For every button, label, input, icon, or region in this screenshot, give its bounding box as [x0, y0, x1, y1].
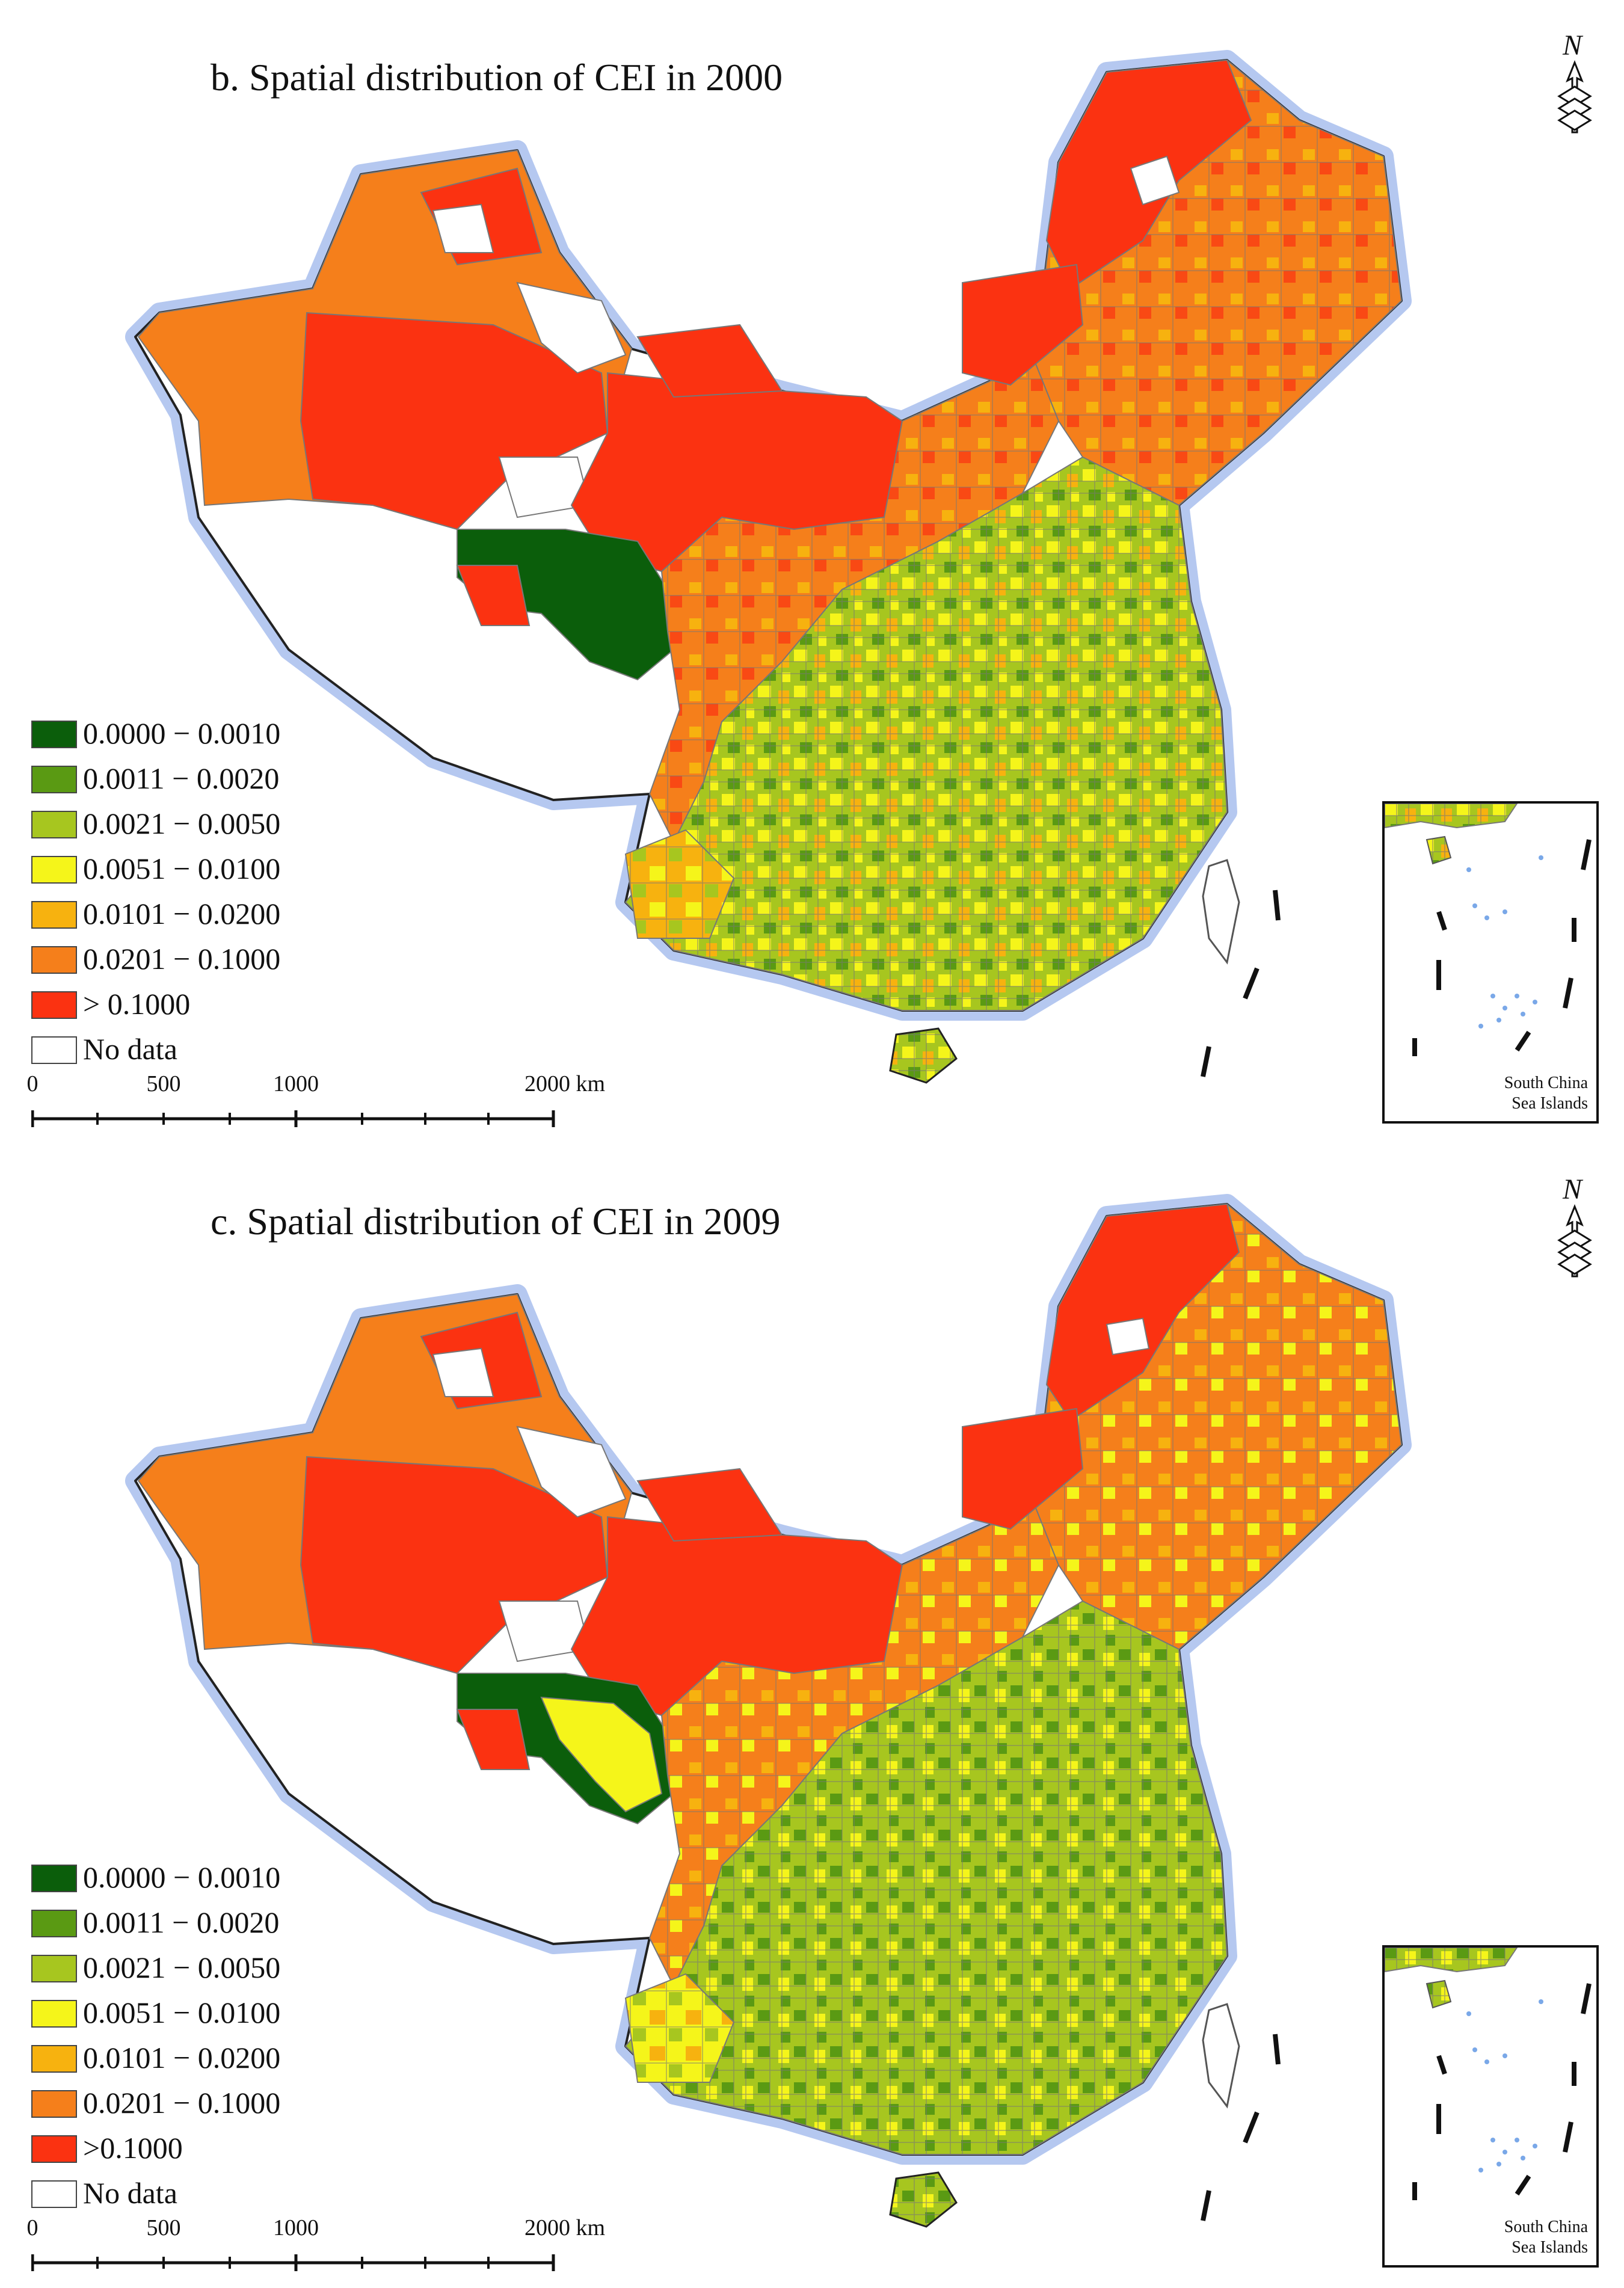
- inset-label-line: Sea Islands: [1512, 1094, 1588, 1113]
- scale-tick-label: 1000: [273, 2215, 319, 2240]
- legend-label: 0.0201 − 0.1000: [83, 942, 281, 976]
- region-east-south: [624, 1600, 1228, 2155]
- legend-label: 0.0011 − 0.0020: [83, 1905, 280, 1939]
- legend-swatch: [31, 1036, 77, 1064]
- china-map-2000: [125, 50, 1412, 1084]
- legend-label: > 0.1000: [83, 987, 191, 1021]
- panel-title: b. Spatial distribution of CEI in 2000: [211, 56, 783, 99]
- legend-swatch: [31, 2000, 77, 2028]
- scale-tick-label: 0: [26, 1071, 38, 1096]
- legend-label: 0.0051 − 0.0100: [83, 852, 281, 885]
- inset-label: South China Sea Islands: [1504, 1073, 1588, 1114]
- island-taiwan: [1202, 2003, 1240, 2109]
- island-taiwan: [1202, 859, 1240, 965]
- legend-label: 0.0101 − 0.0200: [83, 2041, 281, 2074]
- scale-tick-label: 1000: [273, 1071, 319, 1096]
- legend-label: 0.0011 − 0.0020: [83, 761, 280, 795]
- scale-tick-label: 2000 km: [524, 1071, 606, 1096]
- north-arrow: N: [1551, 1173, 1599, 1281]
- region-qinghai-yellow: [540, 1696, 663, 1813]
- legend-label: 0.0000 − 0.0010: [83, 1860, 281, 1894]
- legend-swatch: [31, 1865, 77, 1892]
- north-label: N: [1563, 1173, 1582, 1205]
- island-hainan: [889, 2171, 958, 2228]
- scale-bar: 0 500 1000 2000 km: [27, 2215, 605, 2281]
- legend-swatch: [31, 2135, 77, 2163]
- legend-label: 0.0021 − 0.0050: [83, 807, 281, 840]
- map-panel-2000: b. Spatial distribution of CEI in 2000: [27, 29, 1599, 1137]
- scale-bar: 0 500 1000 2000 km: [27, 1071, 605, 1137]
- nine-dash-line: [1201, 890, 1281, 1077]
- legend-swatch: [31, 1955, 77, 1982]
- region-heilongjiang-red: [1045, 1203, 1240, 1422]
- region-xinjiang-red: [300, 1456, 609, 1674]
- legend-label: >0.1000: [83, 2131, 183, 2165]
- north-arrow-icon: [1557, 60, 1592, 134]
- nine-dash-line: [1201, 2034, 1281, 2221]
- inset-map: [1385, 1948, 1592, 2200]
- legend-swatch: [31, 2180, 77, 2208]
- inset-map: [1385, 804, 1592, 1056]
- north-arrow-icon: [1557, 1204, 1592, 1278]
- legend-swatch: [31, 991, 77, 1019]
- legend-swatch: [31, 946, 77, 974]
- scale-bar-line: [31, 1110, 555, 1127]
- legend-label: No data: [83, 1032, 177, 1066]
- region-xinjiang-red: [300, 312, 609, 530]
- inset-label-line: Sea Islands: [1512, 2238, 1588, 2257]
- legend-swatch: [31, 811, 77, 838]
- inset-label: South China Sea Islands: [1504, 2217, 1588, 2258]
- legend-swatch: [31, 1910, 77, 1937]
- legend-swatch: [31, 2045, 77, 2073]
- legend-label: 0.0201 − 0.1000: [83, 2086, 281, 2120]
- legend-swatch: [31, 766, 77, 793]
- legend-label: 0.0101 − 0.0200: [83, 897, 281, 930]
- panel-title: c. Spatial distribution of CEI in 2009: [211, 1200, 781, 1243]
- legend-swatch: [31, 721, 77, 748]
- china-map-2009: [125, 1194, 1412, 2228]
- region-east-south: [624, 456, 1228, 1011]
- scale-tick-label: 500: [146, 2215, 181, 2240]
- inset-label-line: South China: [1504, 1074, 1588, 1092]
- north-label: N: [1563, 29, 1582, 61]
- legend-swatch: [31, 856, 77, 884]
- legend-swatch: [31, 2090, 77, 2118]
- legend-swatch: [31, 901, 77, 929]
- legend-label: 0.0021 − 0.0050: [83, 1951, 281, 1984]
- inset-label-line: South China: [1504, 2218, 1588, 2236]
- scale-tick-label: 2000 km: [524, 2215, 606, 2240]
- island-hainan: [889, 1027, 958, 1084]
- legend-label: 0.0000 − 0.0010: [83, 716, 281, 750]
- map-panel-2009: c. Spatial distribution of CEI in 2009: [0, 1144, 1624, 2288]
- south-china-sea-inset: South China Sea Islands: [1382, 801, 1599, 1124]
- legend-label: 0.0051 − 0.0100: [83, 1996, 281, 2029]
- scale-tick-label: 0: [26, 2215, 38, 2240]
- legend-label: No data: [83, 2176, 177, 2210]
- north-arrow: N: [1551, 29, 1599, 137]
- south-china-sea-inset: South China Sea Islands: [1382, 1945, 1599, 2268]
- scale-tick-label: 500: [146, 1071, 181, 1096]
- scale-bar-line: [31, 2254, 555, 2271]
